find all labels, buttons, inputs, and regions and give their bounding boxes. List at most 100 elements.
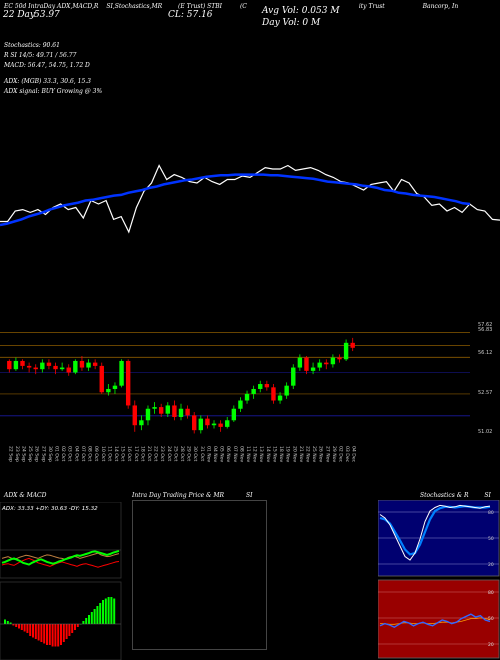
candle-body [13, 360, 19, 370]
date-tick-label: 22 Oct [153, 446, 159, 461]
header-seg-0: EC 50d IntraDay ADX,MACD,R [4, 3, 99, 10]
candle-body [53, 365, 58, 370]
date-tick-label: 25 Sep [27, 446, 33, 462]
date-tick-label: 18 Nov [278, 446, 284, 463]
date-tick-label: 29 Nov [331, 446, 337, 463]
macd-bar [62, 624, 65, 642]
avg-volume: Avg Vol: 0.053 M [262, 6, 340, 16]
candle-body [231, 408, 237, 421]
date-tick-label: 09 Oct [93, 446, 99, 461]
date-tick-label: 06 Nov [225, 446, 231, 463]
macd-bar [34, 624, 37, 639]
macd-bar [26, 624, 29, 633]
candle-body [258, 384, 263, 389]
macd-bar [74, 624, 76, 630]
rsi-tick-label: 50 [488, 616, 494, 622]
date-tick-label: 04 Oct [73, 446, 79, 461]
adx-line [1, 552, 120, 560]
candle-body [33, 367, 38, 370]
candle-body [317, 362, 322, 368]
date-tick-label: 15 Oct [120, 446, 126, 461]
date-tick-label: 14 Nov [265, 446, 271, 463]
date-tick-label: 10 Oct [100, 446, 106, 461]
stoch-panel-title: Stochastics & R SI [420, 492, 491, 499]
candle-body [86, 362, 91, 368]
date-tick-label: 03 Dec [344, 446, 350, 463]
macd-bar [107, 597, 110, 624]
candle-body [125, 360, 131, 406]
candle-body [218, 423, 223, 427]
price-axis-label: 56.12 [478, 350, 492, 356]
candle-body [297, 357, 303, 368]
macd-bar [20, 624, 23, 630]
candle-body [172, 405, 177, 417]
header-seg-3: (C [239, 3, 247, 10]
macd-bar [9, 622, 12, 624]
header-seg-4: ity Trust [358, 3, 385, 10]
stoch-tick-label: 20 [488, 562, 494, 568]
date-tick-label: 20 Nov [291, 446, 297, 463]
candle-body [79, 360, 85, 368]
candle-body [119, 360, 124, 386]
date-tick-label: 08 Nov [238, 446, 244, 463]
date-tick-label: 22 Nov [304, 446, 310, 463]
candle-body [324, 362, 329, 365]
date-tick-label: 15 Nov [271, 446, 277, 463]
candle-body [291, 367, 296, 386]
candle-body [350, 342, 355, 348]
date-tick-label: 27 Sep [40, 446, 46, 462]
date-tick-label: 29 Oct [186, 446, 192, 461]
date-tick-label: 14 Oct [113, 446, 119, 461]
price-axis-label: 57.62 [478, 322, 492, 328]
candle-body [152, 407, 157, 409]
candle-body [66, 367, 71, 373]
macd-bar [29, 624, 32, 636]
candle-body [277, 395, 283, 401]
header-seg-5: Bancorp, In [422, 3, 459, 10]
date-tick-label: 02 Dec [337, 446, 343, 463]
adx-macd-panel: ADX: 33.33 +DY: 30.63 -DY: 15.32 [0, 502, 122, 660]
date-tick-label: 12 Nov [252, 446, 258, 463]
rsi-tick-label: 80 [488, 590, 494, 596]
stoch-tick-label: 50 [488, 536, 494, 542]
macd-bar [93, 609, 96, 624]
close-value: CL: 57.16 [168, 10, 213, 20]
candle-body [20, 360, 25, 366]
rsi-signal-line [380, 617, 491, 625]
price-axis-label: 56.83 [478, 327, 492, 333]
stochastics-readout: Stochastics: 90.61 [4, 42, 60, 49]
date-tick-label: 11 Nov [245, 446, 251, 463]
candle-body [158, 407, 164, 414]
adx-readout: ADX: (MGB) 33.3, 30.6, 15.3 [4, 78, 91, 85]
macd-bar [18, 624, 20, 629]
intraday-title-text: Intra Day Trading Price & MR [132, 492, 225, 499]
stochastics-rsi-panel: 80 50 20 80 50 20 [378, 500, 500, 659]
candle-body [132, 405, 137, 426]
intraday-panel [132, 500, 267, 650]
macd-readout: MACD: 56.47, 54.75, 1.72 D [4, 62, 90, 69]
candle-body [271, 387, 276, 401]
macd-bar [57, 624, 60, 647]
macd-bar [23, 624, 26, 632]
candle-body [185, 408, 190, 416]
macd-bar [96, 606, 99, 624]
date-tick-label: 21 Oct [146, 446, 152, 461]
candle-body [198, 418, 204, 431]
candle-body [7, 360, 12, 370]
macd-bar [76, 624, 79, 627]
date-tick-label: 30 Sep [47, 446, 53, 462]
macd-bar [82, 621, 85, 624]
macd-bar [43, 624, 46, 644]
stoch-title-text: Stochastics & R [420, 492, 469, 499]
candle-body [112, 385, 118, 389]
macd-bar [6, 621, 9, 624]
candle-body [330, 357, 336, 365]
date-tick-label: 27 Nov [324, 446, 330, 463]
macd-bar [71, 624, 74, 633]
candle-body [284, 385, 289, 396]
adx-values-label: ADX: 33.33 +DY: 30.63 -DY: 15.32 [1, 506, 98, 512]
date-tick-label: 11 Oct [106, 446, 112, 461]
candle-body [139, 420, 144, 426]
stoch-title-suffix: SI [484, 492, 491, 499]
